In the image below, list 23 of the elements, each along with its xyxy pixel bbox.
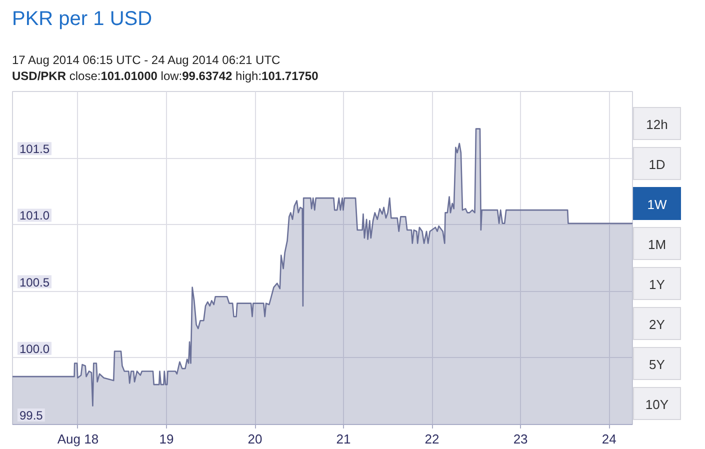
x-tick-label: 21 xyxy=(336,432,351,446)
chart-title: PKR per 1 USD xyxy=(12,7,152,31)
text: 1Y xyxy=(633,267,681,300)
y-tick-label: 100.5 xyxy=(20,275,50,290)
y-tick-label: 101.5 xyxy=(20,142,50,156)
text: 5Y xyxy=(633,347,681,380)
text: 10Y xyxy=(633,387,681,420)
y-tick-label: 101.0 xyxy=(20,208,50,223)
y-tick-label: 99.5 xyxy=(20,408,44,422)
x-tick-label: 19 xyxy=(159,432,174,446)
x-tick-label: 23 xyxy=(513,432,528,446)
text: 1D xyxy=(633,147,681,180)
chart-subtitle: 17 Aug 2014 06:15 UTC - 24 Aug 2014 06:21 UTC xyxy=(12,53,280,68)
x-tick-label: 24 xyxy=(602,432,616,446)
y-tick-label: 100.0 xyxy=(20,342,50,356)
x-tick-label: 22 xyxy=(424,432,440,446)
text: 12h xyxy=(633,107,681,140)
text: USD/PKR close:101.01000 low:99.63742 high:101.71750 xyxy=(12,69,318,84)
text: 1M xyxy=(633,227,681,260)
text: 2Y xyxy=(633,307,681,340)
x-tick-label: 20 xyxy=(248,432,262,446)
text: 1W xyxy=(633,187,681,220)
x-tick-label: Aug 18 xyxy=(57,432,99,446)
